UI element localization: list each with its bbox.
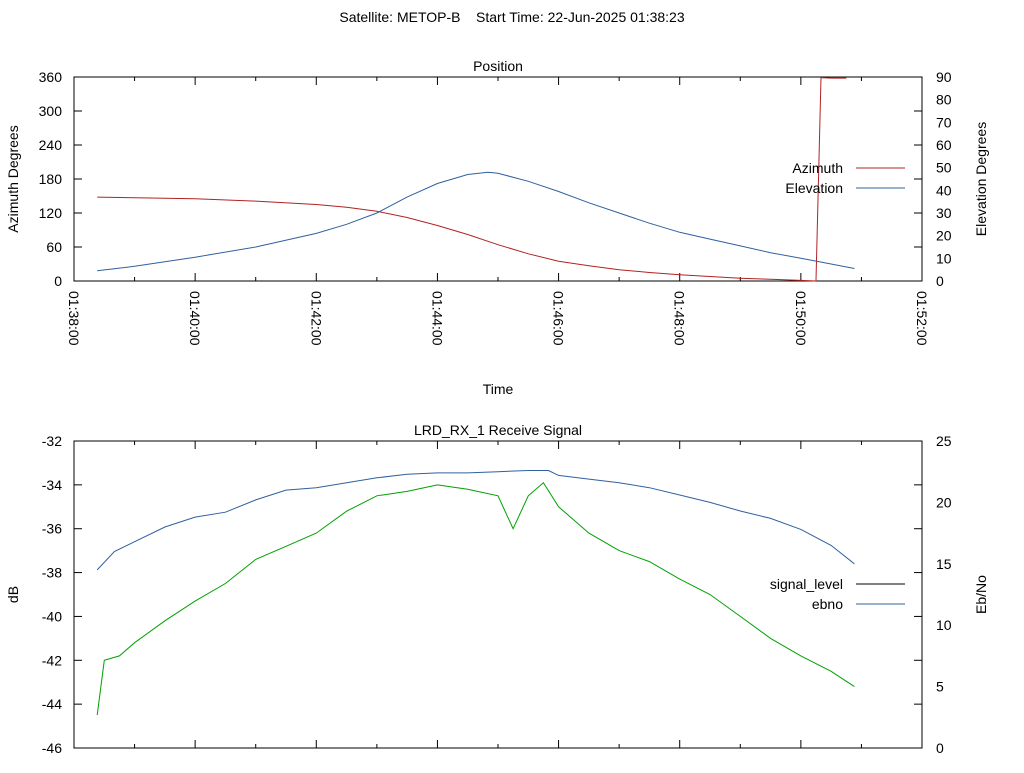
x-tick-label: 01:52:00	[914, 291, 930, 346]
y2-axis-label: Eb/No	[973, 575, 989, 614]
y2-tick-label: 15	[936, 556, 952, 572]
series-line-azimuth	[97, 77, 847, 282]
y2-tick-label: 20	[936, 494, 952, 510]
y-tick-label: 240	[39, 137, 63, 153]
legend-label-elevation: Elevation	[785, 180, 843, 196]
y-tick-label: -40	[42, 608, 62, 624]
y2-tick-label: 10	[936, 250, 952, 266]
y2-tick-label: 0	[936, 740, 944, 756]
x-tick-label: 01:50:00	[793, 291, 809, 346]
legend-label-ebno: ebno	[812, 596, 843, 612]
y-tick-label: -36	[42, 521, 62, 537]
legend-label-azimuth: Azimuth	[792, 160, 843, 176]
y-tick-label: 120	[39, 205, 63, 221]
y2-tick-label: 5	[936, 679, 944, 695]
y2-tick-label: 90	[936, 69, 952, 85]
y2-tick-label: 10	[936, 617, 952, 633]
series-line-elevation	[97, 171, 855, 272]
x-tick-label: 01:44:00	[429, 291, 445, 346]
y2-tick-label: 40	[936, 182, 952, 198]
y-tick-label: -32	[42, 433, 62, 449]
x-tick-label: 01:48:00	[672, 291, 688, 346]
y2-tick-label: 80	[936, 92, 952, 108]
y2-tick-label: 70	[936, 114, 952, 130]
x-tick-label: 01:38:00	[66, 291, 82, 346]
y-tick-label: -46	[42, 740, 62, 756]
plot-frame	[73, 440, 923, 749]
page-title: Satellite: METOP-B Start Time: 22-Jun-20…	[339, 9, 684, 25]
y-tick-label: -34	[42, 477, 62, 493]
y-tick-label: 60	[46, 239, 62, 255]
y-tick-label: -42	[42, 652, 62, 668]
chart-title: LRD_RX_1 Receive Signal	[414, 422, 582, 438]
y2-tick-label: 0	[936, 273, 944, 289]
position-chart: Position 0 60 120 180 240 300 360 0 10 20 30 40 50 60 7…	[5, 58, 989, 397]
y-tick-label: 360	[39, 69, 63, 85]
chart-title: Position	[473, 58, 523, 74]
y-tick-label: -44	[42, 696, 62, 712]
series-line-ebno	[96, 470, 855, 571]
y-tick-label: -38	[42, 565, 62, 581]
legend-label-signal_level: signal_level	[770, 576, 843, 592]
plot-frame	[73, 76, 923, 282]
y2-tick-label: 30	[936, 205, 952, 221]
y2-tick-label: 25	[936, 433, 952, 449]
y-tick-label: 180	[39, 171, 63, 187]
y2-tick-label: 20	[936, 228, 952, 244]
x-tick-label: 01:46:00	[551, 291, 567, 346]
y-tick-label: 0	[54, 273, 62, 289]
x-tick-label: 01:40:00	[187, 291, 203, 346]
series-line-signal_level	[96, 481, 855, 716]
y2-tick-label: 60	[936, 137, 952, 153]
y-axis-label: dB	[5, 586, 21, 603]
y-tick-label: 300	[39, 103, 63, 119]
y2-tick-label: 50	[936, 160, 952, 176]
x-tick-label: 01:42:00	[308, 291, 324, 346]
x-axis-label: Time	[483, 381, 514, 397]
receive-signal-chart: LRD_RX_1 Receive Signal -46 -44 -42 -40 -38 -3…	[5, 422, 989, 756]
y2-axis-label: Elevation Degrees	[973, 122, 989, 236]
y-axis-label: Azimuth Degrees	[5, 125, 21, 232]
